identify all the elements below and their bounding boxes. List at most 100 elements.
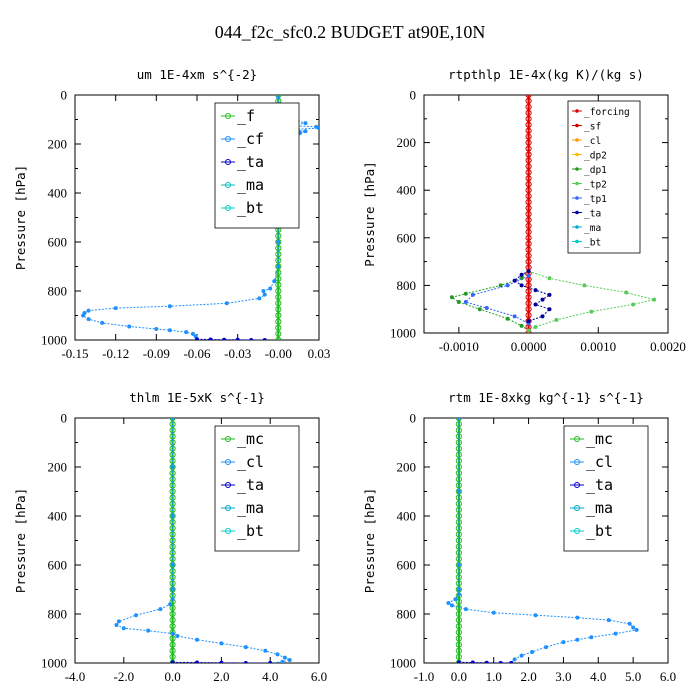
legend-label: _ma (584, 223, 601, 234)
data-point (317, 126, 319, 131)
data-point (268, 286, 273, 291)
data-point (224, 301, 229, 306)
series-line-dp1 (450, 270, 529, 332)
y-tick-label: 600 (48, 235, 68, 250)
data-point (134, 613, 138, 618)
legend-marker (225, 159, 231, 165)
data-point (170, 631, 175, 636)
data-point (512, 278, 517, 283)
data-point (627, 621, 632, 626)
data-point (530, 649, 535, 654)
data-point (455, 623, 462, 630)
panel-title: um 1E-4xm s^{-2} (137, 67, 257, 82)
y-axis-label: Pressure [hPa] (13, 165, 28, 270)
data-point (554, 317, 559, 322)
data-point (257, 296, 262, 301)
data-point (453, 597, 458, 602)
y-tick-label: 600 (397, 230, 417, 245)
data-point (190, 331, 195, 336)
data-point (525, 157, 532, 164)
data-point (491, 610, 496, 615)
legend-marker (575, 152, 579, 157)
data-point (275, 312, 282, 319)
data-point (582, 283, 587, 288)
legend-label: _forcing (584, 107, 630, 118)
data-point (463, 300, 468, 305)
legend-label: _dp2 (584, 151, 607, 162)
legend-label: _ma (237, 176, 264, 194)
data-point (525, 139, 532, 146)
data-point (525, 228, 532, 235)
data-point (519, 653, 524, 658)
data-point (519, 323, 524, 328)
x-tick-label: 6.0 (311, 669, 327, 684)
data-point (525, 210, 532, 218)
data-point (512, 657, 517, 662)
data-point (169, 610, 176, 618)
data-point (525, 133, 532, 140)
data-point (652, 297, 657, 302)
legend-marker (225, 482, 231, 488)
x-tick-label: 2.0 (213, 669, 229, 684)
x-tick-label: 4.0 (590, 669, 606, 684)
legend: _forcing _sf _cl _dp2 _dp1 _tp2 _tp1 _ta _ma _bt (567, 100, 641, 254)
x-tick-label: 1.0 (486, 669, 502, 684)
data-point (631, 625, 636, 630)
y-tick-label: 800 (48, 607, 68, 622)
data-point (170, 587, 175, 592)
data-point (170, 660, 175, 663)
data-point (276, 95, 281, 100)
legend-marker (575, 196, 579, 200)
legend-marker (575, 181, 579, 186)
data-point (455, 635, 462, 642)
data-point (613, 631, 618, 636)
legend-label: _f (237, 107, 255, 125)
legend-box (214, 102, 300, 229)
legend: _f _cf _ta _ma _bt (214, 102, 300, 229)
y-tick-label: 1000 (390, 656, 416, 671)
data-point (526, 269, 531, 274)
data-point (261, 289, 266, 293)
data-point (235, 337, 240, 340)
y-tick-label: 400 (48, 509, 68, 524)
legend-marker (225, 436, 231, 442)
legend-marker (574, 528, 580, 534)
data-point (533, 302, 538, 307)
data-point (195, 660, 199, 663)
data-point (526, 328, 531, 333)
data-point (275, 269, 282, 276)
x-tick-label: 3.0 (555, 669, 571, 684)
y-tick-label: 800 (48, 284, 68, 299)
legend-marker (225, 113, 231, 119)
data-point (463, 291, 468, 296)
data-point (455, 641, 462, 648)
x-tick-label: 4.0 (262, 669, 278, 684)
data-point (219, 641, 224, 646)
data-point (169, 635, 176, 642)
data-point (276, 240, 281, 244)
x-tick-label: -4.0 (65, 669, 86, 684)
data-point (525, 294, 532, 301)
legend: _mc _cl _ta _ma _bt (214, 425, 300, 552)
data-point (249, 338, 254, 340)
data-point (275, 336, 282, 340)
data-point (519, 276, 524, 281)
x-tick-label: 0.03 (308, 346, 331, 361)
data-point (484, 660, 489, 663)
data-point (280, 659, 285, 663)
legend-marker (225, 528, 231, 534)
series-line-cf (82, 97, 319, 340)
data-point (268, 661, 273, 663)
data-point (589, 635, 594, 640)
data-point (525, 127, 532, 134)
data-point (526, 273, 531, 278)
legend-marker (574, 505, 580, 511)
data-point (533, 325, 538, 330)
data-point (275, 287, 282, 295)
data-point (533, 288, 538, 293)
legend-marker (225, 182, 231, 188)
data-point (167, 304, 172, 309)
x-tick-label: 0.0000 (511, 339, 547, 354)
y-tick-label: 200 (397, 135, 417, 150)
